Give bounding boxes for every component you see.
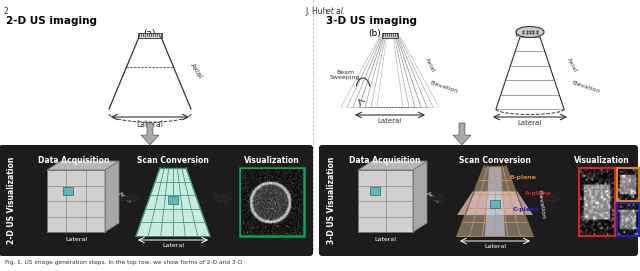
Text: et al.: et al.	[326, 7, 345, 16]
Text: Lateral: Lateral	[378, 118, 402, 124]
Polygon shape	[141, 123, 159, 145]
Bar	[617, 203, 639, 236]
Text: Axial: Axial	[424, 57, 436, 73]
Polygon shape	[358, 161, 427, 170]
Text: B-plane: B-plane	[509, 176, 536, 180]
Text: Lateral: Lateral	[65, 237, 87, 242]
Text: Data Acquisition: Data Acquisition	[38, 156, 109, 165]
Text: J. Huh: J. Huh	[305, 7, 330, 16]
Text: Lateral: Lateral	[518, 120, 542, 126]
Polygon shape	[457, 166, 533, 236]
Bar	[490, 200, 500, 208]
Text: Axial: Axial	[117, 191, 132, 205]
Bar	[47, 170, 105, 232]
Bar	[579, 168, 615, 236]
Text: Elevation: Elevation	[429, 80, 459, 94]
FancyBboxPatch shape	[0, 145, 313, 256]
Polygon shape	[543, 194, 561, 203]
Bar	[240, 168, 304, 236]
Polygon shape	[413, 161, 427, 232]
Text: C-plane: C-plane	[513, 208, 540, 212]
Text: 3-D US imaging: 3-D US imaging	[326, 16, 417, 26]
Text: Elevation: Elevation	[572, 80, 601, 94]
Polygon shape	[485, 166, 505, 236]
Bar	[382, 33, 398, 38]
Text: 2-D US Visualization: 2-D US Visualization	[8, 157, 17, 244]
Bar	[47, 170, 105, 232]
Text: Visualization: Visualization	[244, 156, 300, 165]
Bar	[370, 187, 380, 195]
Text: (a): (a)	[144, 29, 156, 38]
Bar	[358, 170, 413, 232]
Ellipse shape	[516, 27, 544, 37]
Text: Lateral: Lateral	[162, 243, 184, 248]
Polygon shape	[429, 194, 447, 203]
Text: 3-D US Visualization: 3-D US Visualization	[328, 157, 337, 244]
Polygon shape	[214, 194, 232, 203]
Text: Lateral: Lateral	[136, 120, 163, 129]
Text: Axial: Axial	[566, 57, 578, 73]
Text: Beam
Sweeping: Beam Sweeping	[330, 70, 360, 80]
Polygon shape	[136, 168, 210, 236]
Polygon shape	[121, 194, 139, 203]
Text: 2-D US imaging: 2-D US imaging	[6, 16, 97, 26]
Polygon shape	[47, 161, 119, 170]
Text: Data Acquisition: Data Acquisition	[349, 156, 420, 165]
Text: Axial: Axial	[426, 191, 440, 205]
Text: Scan Conversion: Scan Conversion	[459, 156, 531, 165]
Text: Visualization: Visualization	[574, 156, 630, 165]
Bar	[138, 33, 162, 38]
Polygon shape	[105, 161, 119, 232]
Polygon shape	[457, 191, 533, 215]
Text: 2: 2	[3, 7, 8, 16]
Bar	[168, 196, 178, 204]
Text: Lateral: Lateral	[484, 244, 506, 249]
Text: Scan Conversion: Scan Conversion	[137, 156, 209, 165]
Bar	[617, 168, 639, 201]
Text: Lateral: Lateral	[374, 237, 397, 242]
Text: (b): (b)	[369, 29, 381, 38]
Polygon shape	[453, 123, 471, 145]
Bar	[358, 170, 413, 232]
Text: Elevation: Elevation	[536, 190, 545, 219]
Text: Axial: Axial	[189, 62, 203, 80]
Text: Fig. 1. US image generation steps. In the top row, we show forms of 2-D and 3-D: Fig. 1. US image generation steps. In th…	[5, 260, 243, 265]
Text: A-plane: A-plane	[525, 192, 552, 196]
Text: Axial: Axial	[210, 190, 222, 206]
Bar	[63, 187, 73, 195]
Text: (c): (c)	[514, 29, 526, 38]
FancyBboxPatch shape	[319, 145, 638, 256]
